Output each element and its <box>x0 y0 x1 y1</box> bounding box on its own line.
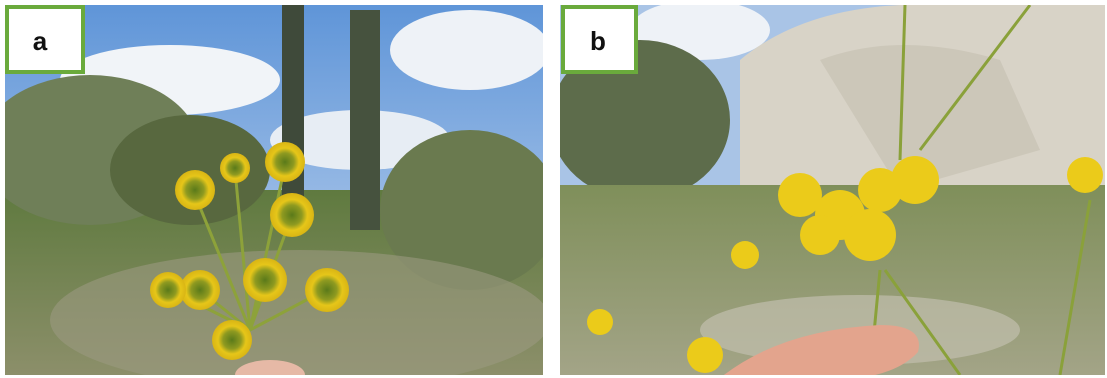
figure: a b <box>0 0 1107 378</box>
panel-label: b <box>590 26 606 56</box>
panel-label: a <box>33 26 48 56</box>
